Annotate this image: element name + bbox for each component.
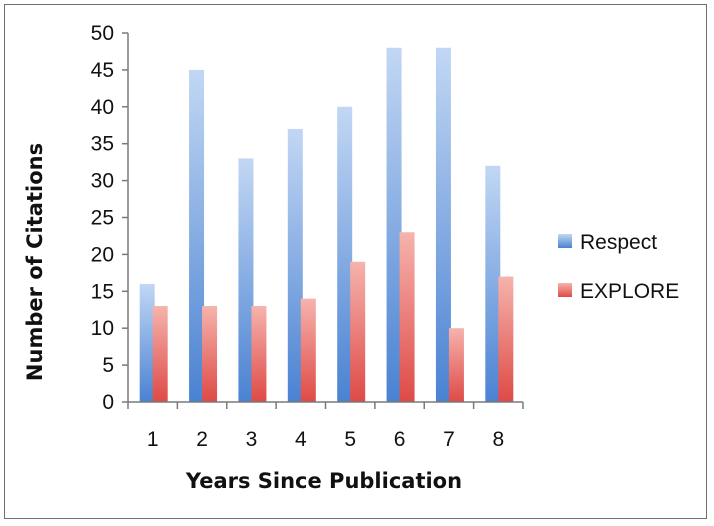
bar-explore-8 <box>498 276 514 402</box>
bar-respect-8 <box>485 165 501 402</box>
bar-explore-2 <box>202 306 218 402</box>
legend: Respect EXPLORE <box>558 231 679 303</box>
bar-respect-4 <box>287 128 303 402</box>
chart-frame <box>4 4 707 519</box>
y-tick-label: 20 <box>91 243 114 266</box>
x-axis-title: Years Since Publication <box>185 469 462 493</box>
axes-layer <box>122 32 524 409</box>
y-tick-label: 10 <box>91 317 114 340</box>
y-tick-label: 0 <box>102 391 114 414</box>
y-tick-label: 45 <box>91 59 114 82</box>
y-axis-title: Number of Citations <box>23 143 47 381</box>
y-tick-label: 25 <box>91 207 114 230</box>
legend-swatch-explore <box>558 283 572 297</box>
x-tick-label: 8 <box>492 428 504 451</box>
y-tick-label: 15 <box>91 280 114 303</box>
bars-layer <box>139 47 514 403</box>
bar-respect-3 <box>238 158 254 402</box>
bar-respect-2 <box>189 69 205 403</box>
bar-respect-1 <box>139 283 155 402</box>
x-tick-label: 3 <box>246 428 258 451</box>
bar-explore-3 <box>251 306 267 402</box>
bar-explore-5 <box>350 261 366 402</box>
x-tick-label: 1 <box>147 428 159 451</box>
bar-respect-7 <box>435 47 451 402</box>
x-tick-label: 5 <box>344 428 356 451</box>
bar-explore-6 <box>399 232 415 402</box>
y-tick-label: 5 <box>102 354 114 377</box>
bar-explore-1 <box>152 306 168 402</box>
bar-respect-6 <box>386 47 402 402</box>
x-tick-label: 2 <box>196 428 208 451</box>
x-tick-label: 7 <box>443 428 455 451</box>
y-tick-label: 40 <box>91 96 114 119</box>
y-tick-label: 35 <box>91 133 114 156</box>
bar-explore-4 <box>300 298 316 402</box>
bar-explore-7 <box>448 328 464 402</box>
y-tick-label: 30 <box>91 170 114 193</box>
legend-label-respect: Respect <box>580 231 657 254</box>
y-tick-label: 50 <box>91 22 114 45</box>
x-tick-label: 6 <box>394 428 406 451</box>
x-tick-label: 4 <box>295 428 307 451</box>
legend-swatch-respect <box>558 234 572 248</box>
bar-respect-5 <box>337 106 353 403</box>
legend-label-explore: EXPLORE <box>580 280 679 303</box>
